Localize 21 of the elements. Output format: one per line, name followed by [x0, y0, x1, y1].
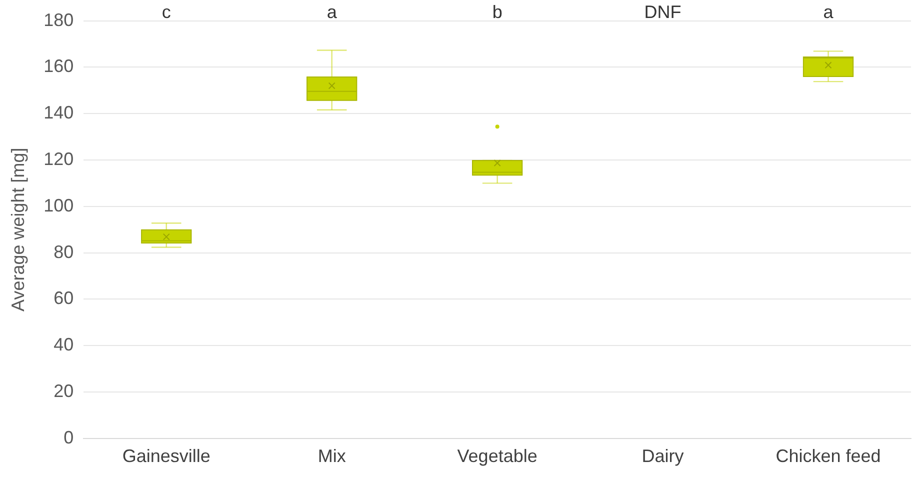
y-axis-title: Average weight [mg]: [8, 148, 28, 312]
x-tick-label: Dairy: [642, 446, 684, 466]
y-tick-label: 180: [44, 10, 74, 30]
y-tick-label: 0: [64, 427, 74, 448]
annotation: a: [823, 2, 834, 22]
y-tick-label: 40: [54, 334, 74, 355]
y-tick-label: 100: [44, 195, 74, 216]
annotation: b: [492, 2, 502, 22]
x-tick-label: Mix: [318, 446, 346, 466]
annotation: c: [162, 2, 171, 22]
y-tick-label: 140: [44, 102, 74, 123]
annotation: a: [326, 2, 338, 22]
annotation: DNF: [644, 2, 682, 22]
y-tick-label: 160: [44, 56, 74, 76]
y-tick-label: 60: [54, 288, 74, 308]
y-tick-label: 80: [54, 242, 74, 262]
x-tick-label: Vegetable: [457, 446, 538, 466]
y-tick-label: 120: [44, 148, 74, 169]
x-tick-label: Chicken feed: [776, 446, 881, 466]
x-tick-label: Gainesville: [122, 446, 210, 466]
y-tick-label: 20: [54, 380, 74, 401]
